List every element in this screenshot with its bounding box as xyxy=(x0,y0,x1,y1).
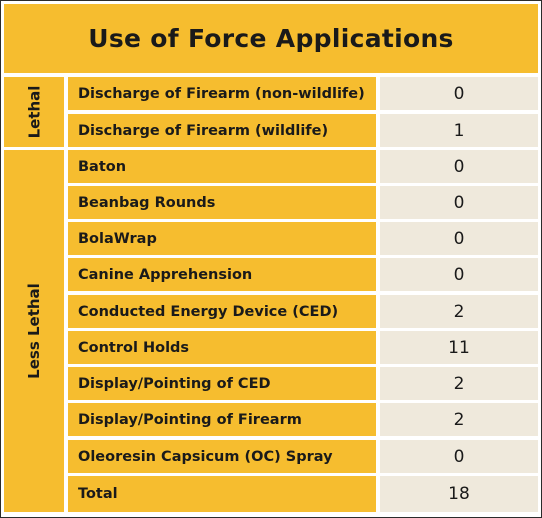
table-title: Use of Force Applications xyxy=(4,4,538,73)
row-value-display-pointing-firearm: 2 xyxy=(380,403,538,436)
group-label-lethal: Lethal xyxy=(4,77,64,147)
row-label-total: Total xyxy=(68,476,376,512)
row-label-display-pointing-firearm: Display/Pointing of Firearm xyxy=(68,403,376,436)
row-label-beanbag-rounds: Beanbag Rounds xyxy=(68,186,376,219)
row-value-canine-apprehension: 0 xyxy=(380,258,538,291)
row-label-bolawrap: BolaWrap xyxy=(68,222,376,255)
row-label-control-holds: Control Holds xyxy=(68,331,376,364)
row-label-oc-spray: Oleoresin Capsicum (OC) Spray xyxy=(68,440,376,473)
row-label-canine-apprehension: Canine Apprehension xyxy=(68,258,376,291)
row-value-bolawrap: 0 xyxy=(380,222,538,255)
row-label-discharge-non-wildlife: Discharge of Firearm (non-wildlife) xyxy=(68,77,376,110)
row-value-baton: 0 xyxy=(380,150,538,183)
row-label-display-pointing-ced: Display/Pointing of CED xyxy=(68,367,376,400)
group-label-less-lethal: Less Lethal xyxy=(4,150,64,512)
row-label-conducted-energy-device: Conducted Energy Device (CED) xyxy=(68,295,376,328)
row-label-discharge-wildlife: Discharge of Firearm (wildlife) xyxy=(68,114,376,147)
row-label-baton: Baton xyxy=(68,150,376,183)
group-less-lethal-text: Less Lethal xyxy=(25,283,43,379)
row-value-oc-spray: 0 xyxy=(380,440,538,473)
row-value-conducted-energy-device: 2 xyxy=(380,295,538,328)
row-value-total: 18 xyxy=(380,476,538,512)
row-value-discharge-wildlife: 1 xyxy=(380,114,538,147)
row-value-beanbag-rounds: 0 xyxy=(380,186,538,219)
group-lethal-text: Lethal xyxy=(24,85,43,139)
row-value-control-holds: 11 xyxy=(380,331,538,364)
row-value-discharge-non-wildlife: 0 xyxy=(380,77,538,110)
row-value-display-pointing-ced: 2 xyxy=(380,367,538,400)
